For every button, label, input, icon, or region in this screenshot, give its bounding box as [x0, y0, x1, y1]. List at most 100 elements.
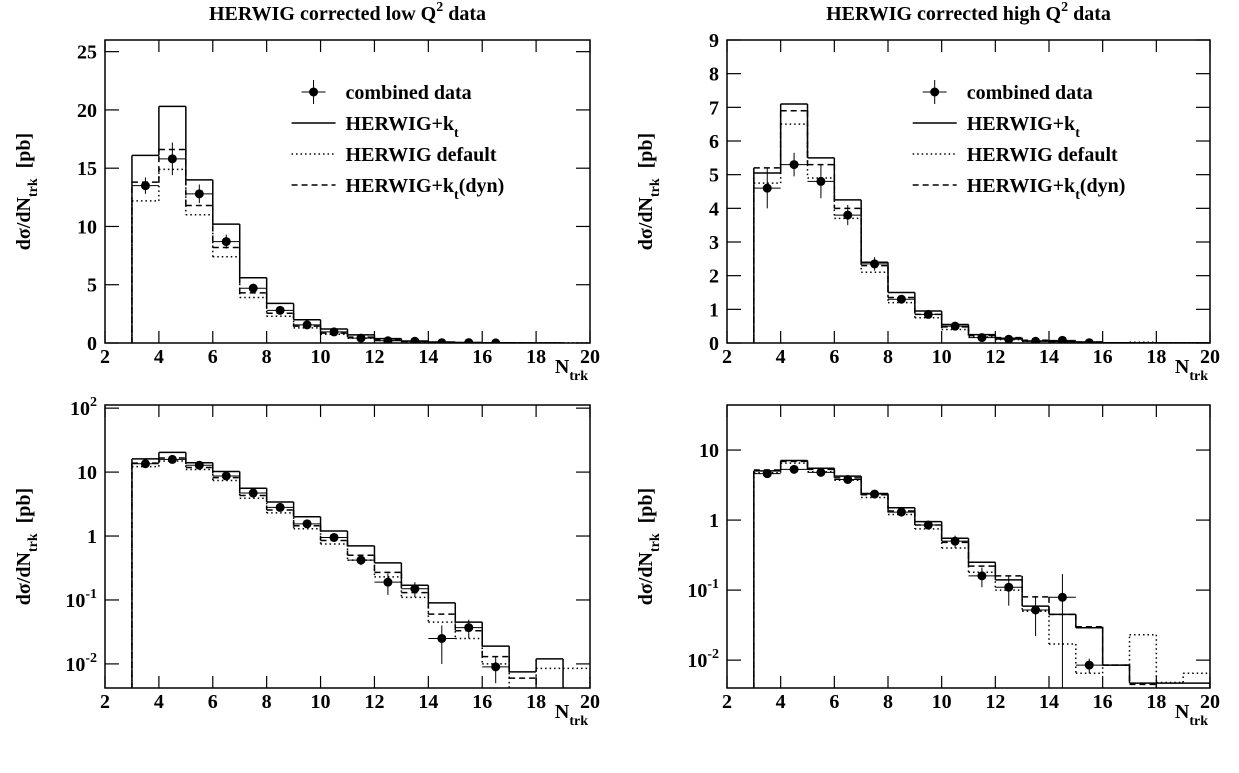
data-point: [356, 333, 366, 343]
x-tick-label: 2: [100, 346, 110, 368]
chart-title-part: HERWIG corrected high Q: [826, 3, 1061, 25]
x-tick-label: 8: [883, 691, 893, 713]
y-tick-label: 10: [77, 462, 97, 484]
legend-label: HERWIG default: [346, 144, 497, 166]
x-axis-label: Ntrk: [555, 356, 588, 384]
y-tick-label: 20: [77, 100, 97, 122]
y-tick-label: 5: [87, 275, 97, 297]
y-tick-label-part: -2: [85, 651, 97, 666]
legend-label-part: t: [454, 188, 459, 203]
x-tick-label: 6: [208, 691, 218, 713]
legend-label-part: combined data: [967, 82, 1093, 104]
y-axis-label-part: [pb]: [13, 133, 35, 179]
x-tick-label: 16: [1093, 691, 1113, 713]
y-tick-label: 3: [709, 232, 719, 254]
y-tick-label-part: 10: [65, 654, 85, 676]
x-tick-label: 4: [776, 691, 786, 713]
x-tick-label: 12: [364, 346, 384, 368]
legend-marker: [309, 87, 319, 97]
y-tick-label: 0: [709, 333, 719, 355]
data-point: [816, 176, 826, 186]
data-point: [843, 210, 853, 220]
legend-label-part: HERWIG default: [967, 144, 1118, 166]
legend-marker: [930, 87, 940, 97]
data-point: [221, 471, 231, 481]
x-tick-label: 8: [262, 691, 272, 713]
legend-label-part: HERWIG+k: [346, 113, 455, 135]
x-tick-label: 14: [418, 691, 438, 713]
y-axis-label-part: trk: [648, 533, 663, 552]
chart-title: HERWIG corrected high Q2 data: [826, 0, 1111, 25]
data-point: [896, 507, 906, 517]
legend-label-part: (dyn): [459, 175, 505, 197]
legend-label-part: t: [454, 126, 459, 141]
y-axis-label-part: dσ/dN: [13, 197, 35, 251]
y-axis-label-part: dσ/dN: [13, 552, 35, 606]
data-point: [302, 519, 312, 529]
x-axis-label-part: N: [555, 701, 570, 723]
x-axis-label-part: trk: [1189, 714, 1208, 729]
y-axis-label-part: dσ/dN: [635, 552, 657, 606]
y-tick-label: 10-1: [687, 577, 719, 602]
y-tick-label-part: 10: [687, 650, 707, 672]
x-tick-label: 10: [311, 346, 331, 368]
data-point: [464, 623, 474, 633]
x-tick-label: 20: [1200, 691, 1220, 713]
y-tick-label: 0: [87, 333, 97, 355]
x-tick-label: 8: [262, 346, 272, 368]
legend-label-part: HERWIG+k: [346, 175, 455, 197]
legend-label-part: combined data: [346, 82, 472, 104]
data-point: [491, 662, 501, 672]
frame: [104, 39, 591, 344]
y-tick-label: 1: [709, 510, 719, 532]
frame: [726, 404, 1211, 689]
data-point: [437, 633, 447, 643]
y-tick-label: 102: [70, 395, 97, 420]
data-point: [410, 584, 420, 594]
y-axis-label-part: dσ/dN: [635, 197, 657, 251]
y-tick-label-part: 10: [687, 580, 707, 602]
legend-label: HERWIG+kt(dyn): [346, 175, 505, 203]
y-tick-label: 10-2: [687, 647, 719, 672]
x-axis-label-part: trk: [569, 714, 588, 729]
x-tick-label: 18: [1146, 691, 1166, 713]
x-tick-label: 6: [208, 346, 218, 368]
chart-title-part: data: [443, 3, 486, 25]
legend-label: combined data: [346, 82, 472, 104]
legend-label-part: (dyn): [1080, 175, 1126, 197]
x-tick-label: 12: [985, 346, 1005, 368]
x-tick-label: 18: [1146, 346, 1166, 368]
legend-label: HERWIG+kt: [346, 113, 460, 141]
legend-label: HERWIG default: [967, 144, 1118, 166]
x-tick-label: 4: [776, 346, 786, 368]
legend-label: HERWIG+kt: [967, 113, 1080, 141]
data-point: [221, 237, 231, 247]
data-point: [870, 259, 880, 269]
y-tick-label: 7: [709, 97, 719, 119]
data-point: [1057, 592, 1067, 602]
data-point: [1031, 605, 1041, 615]
x-tick-label: 4: [154, 691, 164, 713]
y-tick-label-part: 10: [65, 590, 85, 612]
data-point: [140, 181, 150, 191]
x-tick-label: 12: [364, 691, 384, 713]
frame: [726, 39, 1211, 344]
x-tick-label: 8: [883, 346, 893, 368]
y-tick-label: 6: [709, 131, 719, 153]
y-tick-label: 5: [709, 165, 719, 187]
y-axis-label-part: trk: [26, 533, 41, 552]
data-point: [1004, 582, 1014, 592]
legend-label: combined data: [967, 82, 1093, 104]
data-point: [167, 154, 177, 164]
x-tick-label: 16: [472, 691, 492, 713]
x-axis-label-part: N: [555, 356, 570, 378]
data-point: [194, 189, 204, 199]
data-point: [356, 555, 366, 565]
legend-label-part: t: [1075, 188, 1080, 203]
y-tick-label: 10: [77, 216, 97, 238]
y-tick-label: 2: [709, 266, 719, 288]
x-axis-label: Ntrk: [1175, 701, 1208, 729]
plot-area: [753, 103, 1210, 343]
chart-title-part: 2: [436, 0, 443, 15]
